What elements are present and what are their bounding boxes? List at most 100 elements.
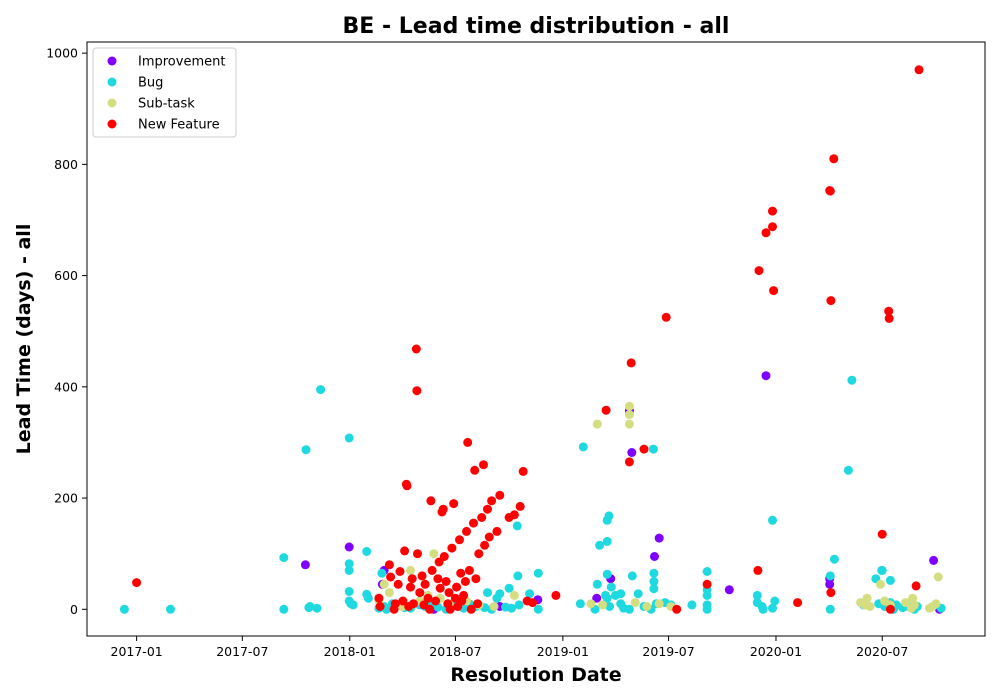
new-feature-point	[884, 306, 894, 316]
x-tick-label: 2020-01	[750, 644, 802, 659]
bug-point	[533, 604, 543, 614]
bug-point	[847, 375, 857, 385]
bug-point	[495, 589, 505, 599]
new-feature-point	[484, 532, 494, 542]
bug-point	[166, 604, 175, 614]
x-tick-label: 2018-01	[324, 644, 376, 659]
bug-point	[885, 575, 895, 585]
new-feature-point	[624, 457, 634, 467]
new-feature-point	[374, 593, 384, 603]
legend-label-improvement: Improvement	[138, 55, 225, 70]
new-feature-point	[438, 504, 448, 514]
new-feature-point	[406, 582, 415, 592]
new-feature-point	[466, 604, 476, 614]
legend-marker-sub-task	[107, 98, 117, 108]
new-feature-point	[826, 588, 836, 598]
bug-point	[702, 604, 712, 614]
y-tick-label: 600	[54, 268, 78, 283]
y-tick-label: 1000	[46, 46, 78, 61]
sub-task-point	[865, 602, 875, 611]
new-feature-point	[515, 501, 525, 511]
y-axis-ticks: 0 200 400 600 800 1000	[46, 46, 87, 617]
new-feature-point	[768, 206, 777, 216]
new-feature-point	[483, 504, 492, 514]
legend-marker-new-feature	[107, 119, 117, 129]
bug-point	[575, 599, 585, 609]
bug-point	[602, 593, 612, 603]
new-feature-point	[435, 583, 445, 593]
new-feature-point	[462, 526, 471, 536]
new-feature-point	[753, 565, 763, 575]
new-feature-point	[702, 579, 712, 589]
new-feature-point	[386, 572, 396, 582]
new-feature-point	[415, 588, 425, 598]
new-feature-point	[460, 577, 470, 586]
new-feature-point	[480, 540, 490, 550]
bug-point	[377, 568, 387, 578]
bug-point	[770, 596, 780, 606]
bug-point	[344, 559, 354, 569]
bug-point	[316, 385, 326, 395]
improvement-point	[761, 371, 771, 381]
bug-point	[279, 604, 289, 614]
legend-marker-bug	[107, 77, 117, 87]
new-feature-point	[407, 574, 417, 584]
new-feature-point	[411, 344, 421, 354]
bug-point	[825, 604, 835, 614]
bug-point	[687, 600, 697, 610]
x-tick-label: 2019-07	[642, 644, 694, 659]
bug-point	[825, 571, 835, 581]
x-tick-label: 2017-07	[216, 644, 268, 659]
new-feature-point	[914, 65, 924, 75]
bug-point	[605, 602, 615, 611]
new-feature-point	[826, 296, 836, 306]
bug-point	[504, 583, 514, 593]
bug-point	[578, 442, 588, 452]
improvement-point	[592, 593, 602, 603]
bug-point	[512, 521, 522, 531]
new-feature-point	[449, 499, 459, 509]
new-feature-point	[427, 565, 437, 575]
bug-point	[602, 536, 612, 546]
bug-point	[344, 587, 354, 596]
data-points	[119, 65, 946, 614]
new-feature-point	[470, 465, 480, 475]
new-feature-point	[911, 581, 921, 591]
sub-task-point	[931, 599, 941, 609]
new-feature-point	[469, 518, 478, 528]
new-feature-point	[601, 405, 611, 415]
new-feature-point	[426, 496, 436, 506]
new-feature-point	[444, 588, 454, 598]
y-tick-label: 400	[54, 379, 78, 394]
bug-point	[305, 602, 315, 611]
new-feature-point	[761, 228, 771, 238]
sub-task-point	[429, 549, 439, 559]
bug-point	[602, 569, 612, 579]
plot-frame	[86, 41, 986, 637]
bug-point	[649, 577, 659, 586]
x-tick-label: 2017-01	[111, 644, 163, 659]
bug-point	[363, 593, 373, 603]
new-feature-point	[672, 604, 682, 614]
bug-point	[301, 445, 311, 455]
sub-task-point	[384, 588, 394, 598]
new-feature-point	[877, 529, 887, 539]
x-axis-ticks: 2017-01 2017-07 2018-01 2018-07 2019-01 2019-…	[111, 636, 908, 659]
new-feature-point	[487, 496, 497, 506]
new-feature-point	[417, 571, 427, 581]
new-feature-point	[474, 549, 484, 559]
bug-point	[362, 547, 372, 556]
bug-point	[312, 603, 322, 613]
sub-task-point	[642, 602, 652, 611]
improvement-point	[654, 533, 664, 543]
new-feature-point	[661, 312, 671, 322]
new-feature-point	[769, 286, 779, 296]
chart-title: BE - Lead time distribution - all	[343, 14, 730, 39]
bug-point	[649, 584, 659, 594]
new-feature-point	[132, 578, 142, 588]
legend: Improvement Bug Sub-task New Feature	[92, 47, 237, 138]
bug-point	[513, 571, 523, 581]
sub-task-point	[624, 410, 634, 420]
bug-point	[752, 590, 762, 600]
